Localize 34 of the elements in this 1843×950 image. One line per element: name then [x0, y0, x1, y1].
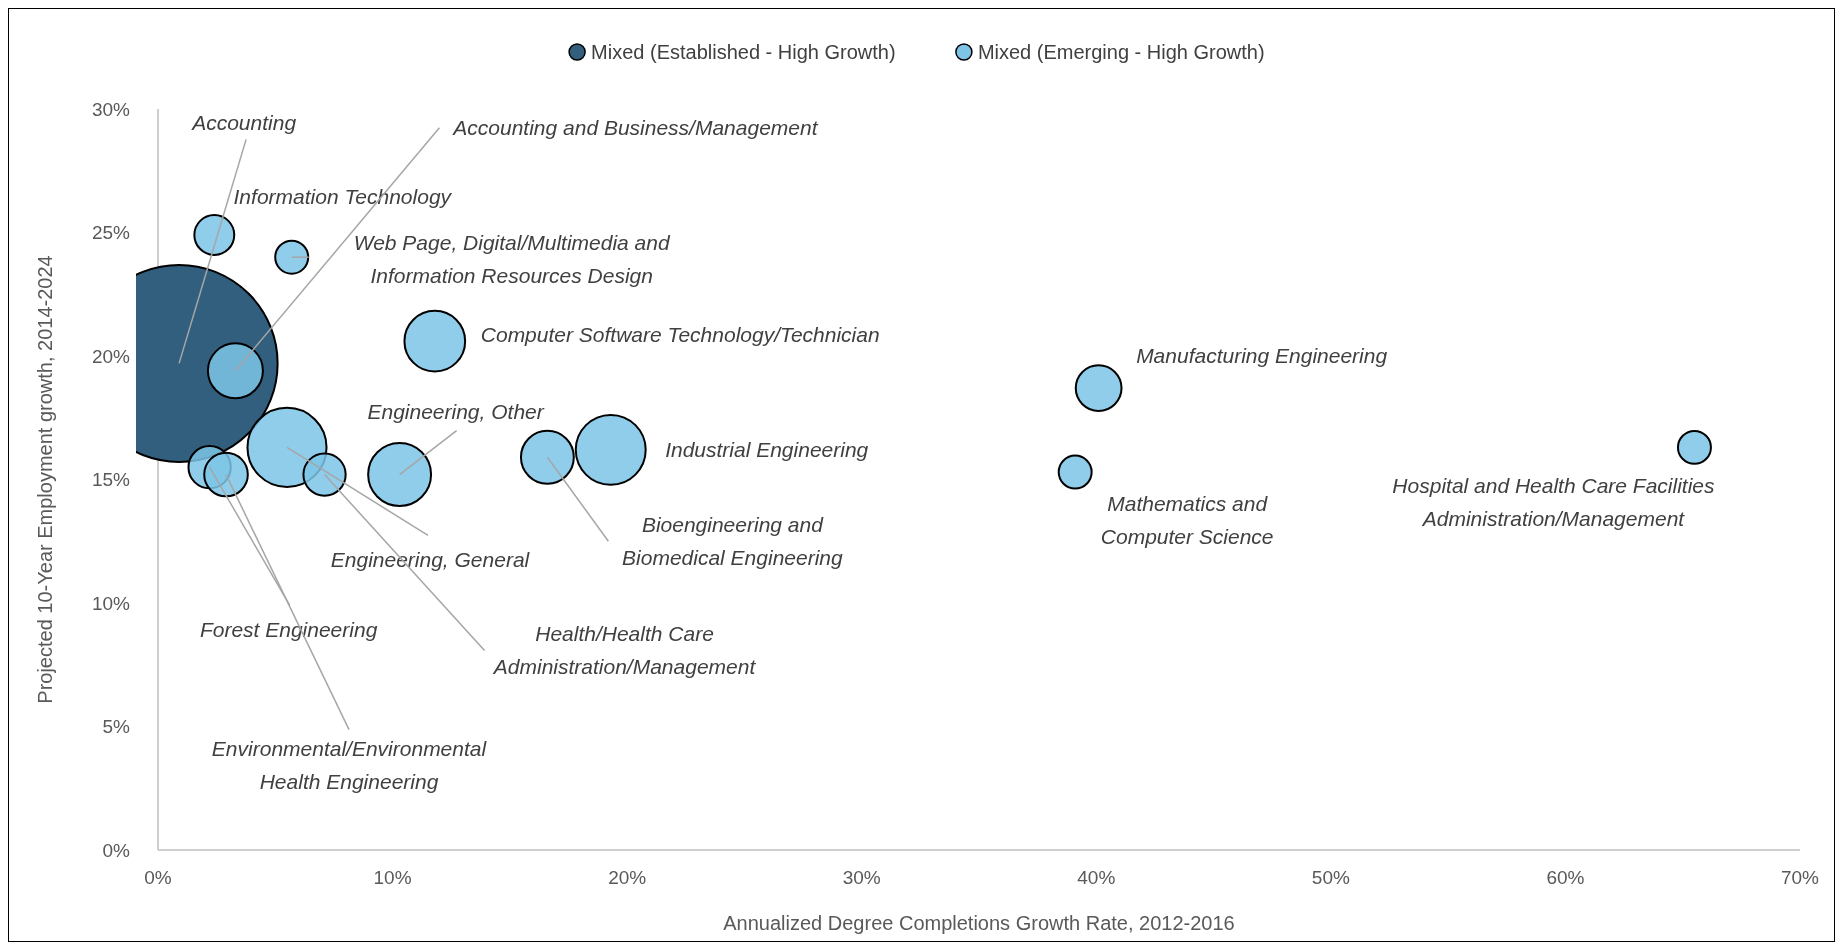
annotation: Computer Software Technology/Technician: [480, 322, 880, 346]
x-tick-label: 30%: [842, 867, 881, 888]
y-tick-label: 0%: [102, 839, 131, 861]
annotation: Accounting and Business/Management: [451, 116, 819, 140]
annotation: Industrial Engineering: [665, 438, 869, 462]
y-tick-label: 30%: [91, 98, 131, 120]
legend-label: Mixed (Established - High Growth): [591, 41, 896, 63]
x-tick-label: 0%: [144, 867, 172, 888]
annotation: Web Page, Digital/Multimedia and Information Resources Design: [353, 231, 671, 288]
annotation: Bioengineering and Biomedical Engineering: [622, 513, 844, 570]
y-tick-label: 10%: [91, 592, 131, 614]
y-tick-label: 5%: [102, 716, 131, 738]
annotation: Mathematics and Computer Science: [1100, 491, 1274, 548]
annotation: Accounting: [190, 110, 297, 134]
y-tick-label: 15%: [91, 469, 131, 491]
annotation: Engineering, General: [330, 547, 531, 571]
y-axis-title: Projected 10-Year Employment growth, 2014-2024: [34, 255, 56, 704]
x-tick-label: 50%: [1311, 867, 1350, 888]
legend-label: Mixed (Emerging - High Growth): [977, 41, 1265, 63]
annotation: Hospital and Health Care Facilities Administration/Management: [1392, 474, 1716, 531]
annotation: Health/Health Care Administration/Management: [491, 622, 757, 679]
annotation: Environmental/Environmental Health Engineering: [211, 737, 488, 794]
x-tick-label: 10%: [373, 867, 412, 888]
x-tick-label: 60%: [1546, 867, 1585, 888]
x-tick-label: 40%: [1077, 867, 1116, 888]
y-tick-label: 20%: [91, 345, 131, 367]
x-axis-title: Annualized Degree Completions Growth Rate, 2012-2016: [723, 912, 1235, 934]
annotation: Forest Engineering: [199, 617, 378, 641]
x-tick-label: 20%: [608, 867, 647, 888]
x-tick-label: 70%: [1780, 867, 1820, 888]
annotation: Engineering, Other: [367, 399, 545, 423]
annotation: Information Technology: [233, 185, 453, 209]
annotation: Manufacturing Engineering: [1136, 344, 1388, 368]
y-tick-label: 25%: [91, 222, 131, 244]
